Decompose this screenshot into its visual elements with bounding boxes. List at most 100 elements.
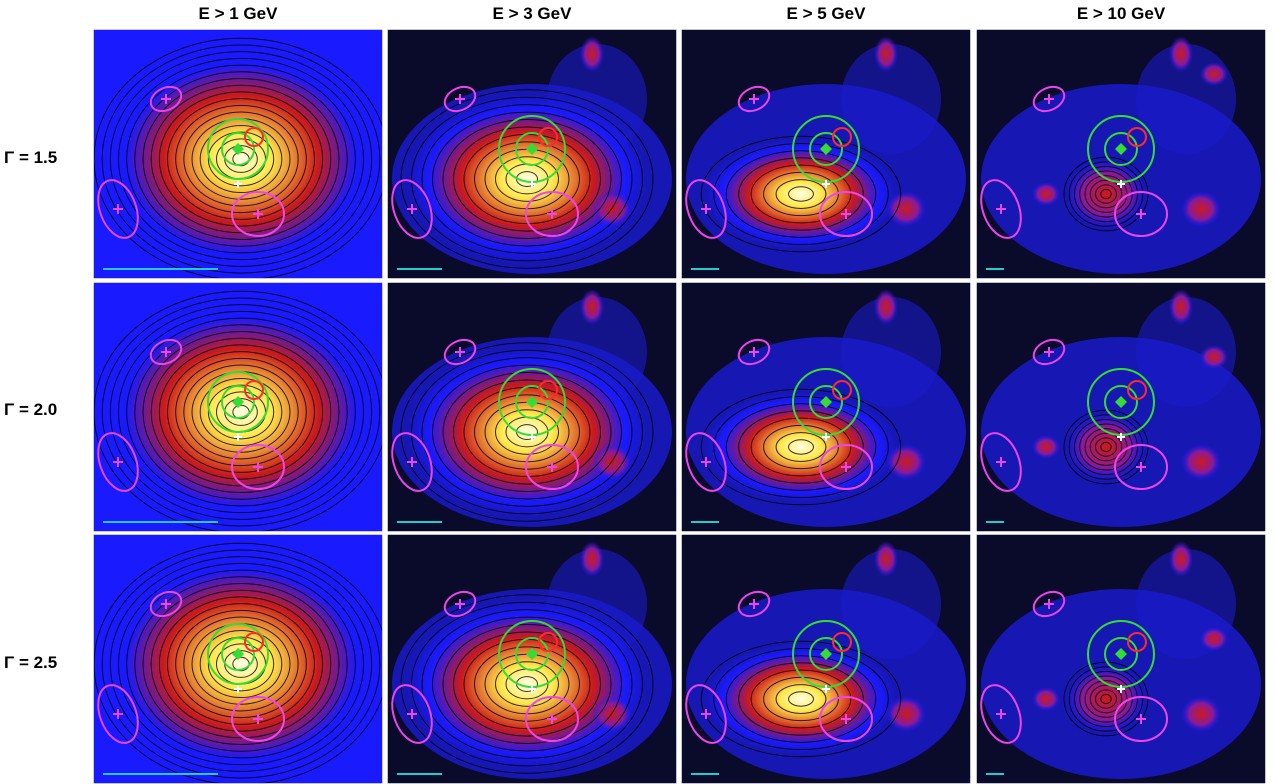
source-cross (996, 457, 1006, 467)
emission-blob (407, 94, 647, 264)
source-cross (701, 709, 711, 719)
white-cross-marker (822, 180, 830, 188)
source-error-ellipse (149, 338, 183, 366)
green-diamond-marker (232, 396, 244, 408)
tsmap-panel (976, 282, 1266, 532)
source-error-ellipse (1032, 338, 1066, 366)
source-error-ellipse (391, 684, 433, 744)
source-error-ellipse (149, 85, 183, 113)
source-cross (749, 94, 759, 104)
tsmap-panel (976, 29, 1266, 279)
source-cross (113, 457, 123, 467)
emission-blob (101, 44, 381, 274)
white-cross-marker (1117, 180, 1125, 188)
red-error-circle (832, 127, 852, 147)
source-cross (841, 714, 851, 724)
source-cross (547, 714, 557, 724)
row-title-1: Γ = 1.5 (4, 148, 58, 167)
panel-frame (680, 533, 972, 784)
source-cross (161, 94, 171, 104)
emission-blob (706, 139, 896, 249)
source-error-ellipse (980, 432, 1022, 492)
red-error-circle (538, 632, 558, 652)
source-cross (253, 209, 263, 219)
white-cross-marker (234, 180, 242, 188)
source-cross (1044, 599, 1054, 609)
emission-blob (706, 644, 896, 754)
panel-frame (386, 533, 678, 784)
tsmap-panel (93, 29, 383, 279)
source-cross (455, 599, 465, 609)
panel-frame (92, 281, 384, 533)
source-cross (749, 599, 759, 609)
red-error-circle (832, 380, 852, 400)
tsmap-panel (681, 282, 971, 532)
green-error-circle (207, 623, 269, 685)
panel-frame (680, 281, 972, 533)
panel-frame (92, 28, 384, 280)
source-error-ellipse (525, 191, 579, 237)
green-error-circle (207, 118, 269, 180)
source-error-ellipse (1114, 444, 1168, 490)
green-diamond-marker (1115, 396, 1127, 408)
panel-frame (386, 28, 678, 280)
source-cross (1136, 209, 1146, 219)
source-error-ellipse (97, 684, 139, 744)
tsmap-panel (387, 29, 677, 279)
source-error-ellipse (1114, 696, 1168, 742)
emission-blob (1066, 664, 1146, 734)
white-cross-marker (822, 433, 830, 441)
emission-blob (407, 347, 647, 517)
source-cross (996, 204, 1006, 214)
white-cross-marker (528, 180, 536, 188)
source-error-ellipse (737, 338, 771, 366)
row-title-3: Γ = 2.5 (4, 653, 58, 672)
source-cross (749, 347, 759, 357)
source-error-ellipse (97, 179, 139, 239)
source-error-ellipse (1032, 85, 1066, 113)
tsmap-panel (93, 282, 383, 532)
source-cross (701, 457, 711, 467)
emission-blob (101, 549, 381, 779)
source-error-ellipse (231, 696, 285, 742)
source-cross (407, 457, 417, 467)
panel-frame (386, 281, 678, 533)
source-cross (161, 347, 171, 357)
source-cross (841, 209, 851, 219)
red-error-circle (244, 127, 264, 147)
emission-blob (407, 599, 647, 769)
source-cross (455, 94, 465, 104)
source-error-ellipse (231, 444, 285, 490)
source-error-ellipse (525, 696, 579, 742)
column-title-2: E > 3 GeV (492, 4, 572, 23)
white-cross-marker (234, 685, 242, 693)
tsmap-panel (681, 534, 971, 784)
red-error-circle (244, 632, 264, 652)
tsmap-panel (976, 534, 1266, 784)
column-title-3: E > 5 GeV (786, 4, 866, 23)
source-error-ellipse (97, 432, 139, 492)
tsmap-panel (387, 282, 677, 532)
source-cross (1044, 94, 1054, 104)
tsmap-panel (681, 29, 971, 279)
green-diamond-marker (526, 648, 538, 660)
source-error-ellipse (980, 179, 1022, 239)
source-cross (161, 599, 171, 609)
source-error-ellipse (443, 338, 477, 366)
green-diamond-marker (820, 648, 832, 660)
source-error-ellipse (443, 85, 477, 113)
column-title-1: E > 1 GeV (198, 4, 278, 23)
green-diamond-marker (1115, 143, 1127, 155)
white-cross-marker (234, 433, 242, 441)
red-error-circle (538, 380, 558, 400)
panel-frame (975, 533, 1267, 784)
green-diamond-marker (1115, 648, 1127, 660)
red-error-circle (538, 127, 558, 147)
source-cross (841, 462, 851, 472)
panel-frame (680, 28, 972, 280)
source-error-ellipse (737, 590, 771, 618)
source-cross (113, 204, 123, 214)
column-title-4: E > 10 GeV (1076, 4, 1166, 23)
source-error-ellipse (1032, 590, 1066, 618)
